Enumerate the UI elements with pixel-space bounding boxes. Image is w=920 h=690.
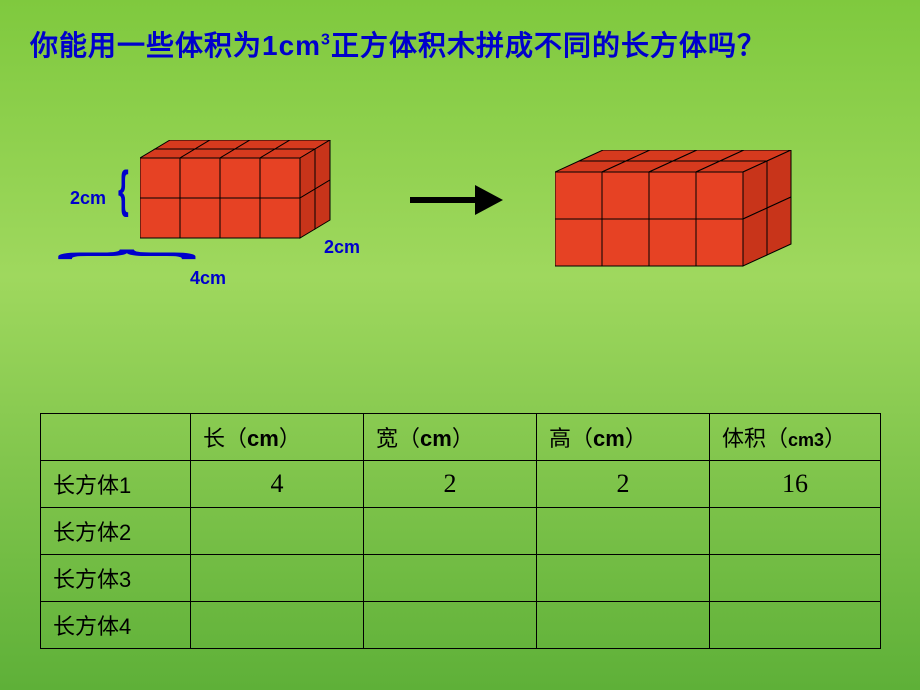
header-blank bbox=[41, 414, 191, 461]
diagram-area: 2cm { { 2cm 4cm bbox=[0, 140, 920, 320]
cell-length bbox=[191, 508, 364, 555]
table-header-row: 长（cm） 宽（cm） 高（cm） 体积（cm3） bbox=[41, 414, 881, 461]
label-height: 2cm bbox=[70, 188, 106, 209]
cell-height bbox=[537, 508, 710, 555]
brace-horizontal: { bbox=[54, 249, 227, 260]
cell-volume bbox=[710, 555, 881, 602]
table-row: 长方体3 bbox=[41, 555, 881, 602]
title-sup: 3 bbox=[321, 32, 331, 49]
table-row: 长方体4 bbox=[41, 602, 881, 649]
cuboid-1 bbox=[140, 140, 332, 245]
row-label: 长方体4 bbox=[41, 602, 191, 649]
data-table: 长（cm） 宽（cm） 高（cm） 体积（cm3） 长方体142216长方体2长… bbox=[40, 413, 881, 649]
header-volume: 体积（cm3） bbox=[710, 414, 881, 461]
cell-volume bbox=[710, 602, 881, 649]
cell-volume bbox=[710, 508, 881, 555]
table-row: 长方体142216 bbox=[41, 461, 881, 508]
header-width: 宽（cm） bbox=[364, 414, 537, 461]
header-length: 长（cm） bbox=[191, 414, 364, 461]
cell-width: 2 bbox=[364, 461, 537, 508]
table-row: 长方体2 bbox=[41, 508, 881, 555]
cell-height bbox=[537, 555, 710, 602]
title-post: 正方体积木拼成不同的长方体吗？ bbox=[331, 30, 766, 61]
data-table-wrap: 长（cm） 宽（cm） 高（cm） 体积（cm3） 长方体142216长方体2长… bbox=[40, 413, 880, 649]
cell-height bbox=[537, 602, 710, 649]
cell-volume: 16 bbox=[710, 461, 881, 508]
header-height: 高（cm） bbox=[537, 414, 710, 461]
cuboid-2 bbox=[555, 150, 793, 273]
row-label: 长方体1 bbox=[41, 461, 191, 508]
label-width: 4cm bbox=[190, 268, 226, 289]
page-title: 你能用一些体积为1cm3正方体积木拼成不同的长方体吗？ bbox=[30, 24, 890, 64]
row-label: 长方体3 bbox=[41, 555, 191, 602]
cell-length: 4 bbox=[191, 461, 364, 508]
row-label: 长方体2 bbox=[41, 508, 191, 555]
cell-length bbox=[191, 555, 364, 602]
cell-width bbox=[364, 602, 537, 649]
cell-width bbox=[364, 555, 537, 602]
brace-vertical: { bbox=[118, 159, 129, 218]
cell-length bbox=[191, 602, 364, 649]
cell-width bbox=[364, 508, 537, 555]
arrow-icon bbox=[410, 185, 510, 215]
title-pre: 你能用一些体积为1cm bbox=[30, 30, 321, 61]
cell-height: 2 bbox=[537, 461, 710, 508]
